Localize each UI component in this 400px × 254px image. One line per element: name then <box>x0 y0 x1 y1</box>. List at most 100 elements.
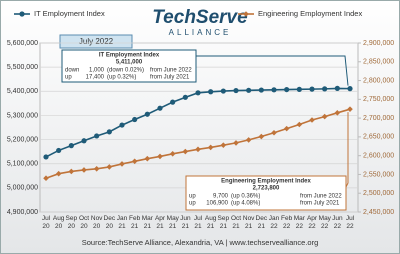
x-tick-label: Jan 22 <box>268 215 280 230</box>
point <box>119 122 125 128</box>
y-tick-label: 5,100,000 <box>7 161 38 168</box>
x-tick-label: May 22 <box>318 215 331 230</box>
point <box>55 170 62 177</box>
point <box>347 86 353 92</box>
x-tick-label: Oct 21 <box>230 215 242 230</box>
point <box>334 85 340 91</box>
point <box>68 143 74 149</box>
annotation-cell: (up 4.08%) <box>231 201 260 207</box>
point <box>131 158 138 165</box>
legend-label: Engineering Employment Index <box>258 9 362 18</box>
point <box>170 99 176 105</box>
annotation-cell: up <box>189 201 196 207</box>
logo-name: TechServe <box>152 7 248 28</box>
legend-label: IT Employment Index <box>34 9 105 18</box>
point <box>246 87 252 93</box>
point <box>296 121 303 128</box>
point <box>258 87 264 93</box>
annotation-cell: from June 2022 <box>150 68 192 74</box>
point <box>195 146 201 153</box>
point <box>81 167 87 173</box>
x-tick-label: Dec 20 <box>103 215 116 230</box>
y2-tick-label: 2,750,000 <box>363 96 394 103</box>
point <box>258 133 265 140</box>
x-tick-label: Nov 21 <box>242 215 255 230</box>
point <box>322 86 328 92</box>
annotation-cell: (up 0.32%) <box>107 75 136 81</box>
y2-tick-label: 2,700,000 <box>363 115 394 122</box>
annotation-cell: from June 2022 <box>300 194 342 200</box>
annotation-cell: up <box>189 194 196 200</box>
point <box>43 175 49 181</box>
y-tick-label: 5,500,000 <box>7 64 38 71</box>
point <box>271 87 277 93</box>
annotation-box <box>61 49 197 83</box>
point <box>81 138 87 144</box>
annotation-cell: from July 2021 <box>150 75 190 81</box>
point <box>296 86 302 92</box>
y-tick-label: 4,900,000 <box>7 209 38 216</box>
y2-tick-label: 2,800,000 <box>363 77 394 84</box>
y-tick-label: 5,400,000 <box>7 88 38 95</box>
point <box>19 11 25 17</box>
annotation-value: 2,723,800 <box>253 186 280 192</box>
point <box>245 137 252 143</box>
annotation-title: IT Employment Index <box>99 53 160 59</box>
point <box>43 154 49 160</box>
x-tick-label: Jul 21 <box>193 215 203 230</box>
source: Source:TechServe Alliance, Alexandria, V… <box>82 238 319 247</box>
annotation-cell: 106,900 <box>206 201 228 207</box>
y-tick-label: 5,600,000 <box>7 40 38 47</box>
point <box>347 106 353 112</box>
x-tick-label: Aug 21 <box>204 215 217 230</box>
x-tick-label: Mar 22 <box>293 215 305 230</box>
x-tick-label: Sep 21 <box>217 215 230 230</box>
x-tick-label: Jul 22 <box>345 215 355 230</box>
x-tick-label: Mar 21 <box>141 215 153 230</box>
annotation-cell: 9,700 <box>213 194 229 200</box>
point <box>309 86 315 92</box>
point <box>169 150 176 157</box>
point <box>208 89 214 95</box>
x-tick-label: Feb 21 <box>129 215 141 230</box>
callout <box>345 112 349 188</box>
date-box <box>59 34 133 49</box>
y2-tick-label: 2,650,000 <box>363 134 394 141</box>
point <box>144 111 150 117</box>
point <box>182 94 188 100</box>
point <box>233 140 239 146</box>
x-tick-label: Dec 21 <box>255 215 268 230</box>
annotation-cell: from July 2021 <box>300 201 340 207</box>
x-tick-label: Oct 20 <box>78 215 90 230</box>
point <box>243 11 249 17</box>
point <box>94 133 100 139</box>
annotation-cell: up <box>65 75 72 81</box>
y2-tick-label: 2,500,000 <box>363 190 394 197</box>
logo-tagline: ALLIANCE <box>169 28 232 37</box>
callout <box>196 55 349 86</box>
point <box>271 129 277 136</box>
annotation-cell: 17,400 <box>86 75 105 81</box>
point <box>220 88 226 94</box>
point <box>56 147 62 154</box>
point <box>283 125 290 132</box>
point <box>207 144 214 151</box>
point <box>157 105 163 111</box>
point <box>195 90 201 96</box>
y2-tick-label: 2,550,000 <box>363 171 394 178</box>
y-tick-label: 5,200,000 <box>7 136 38 143</box>
x-tick-label: Jul 20 <box>41 215 51 230</box>
annotation-box <box>185 175 347 211</box>
annotation-title: Engineering Employment Index <box>221 179 311 185</box>
x-tick-label: Feb 22 <box>281 215 293 230</box>
point <box>334 110 341 116</box>
point <box>144 155 151 162</box>
point <box>93 166 100 172</box>
point <box>182 148 189 155</box>
y2-tick-label: 2,850,000 <box>363 59 394 66</box>
x-tick-label: Jan 21 <box>116 215 128 230</box>
annotation-cell: 1,000 <box>89 68 105 74</box>
x-tick-label: Apr 22 <box>306 215 318 230</box>
point <box>106 129 112 135</box>
